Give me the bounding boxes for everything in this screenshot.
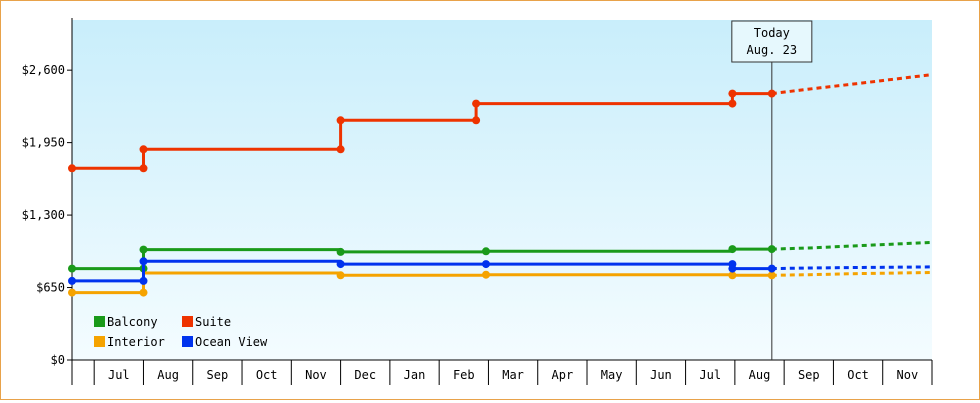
data-point xyxy=(336,247,345,256)
y-tick-label: $0 xyxy=(51,353,65,367)
y-tick-label: $650 xyxy=(36,281,65,295)
today-marker: Today Aug. 23 xyxy=(731,20,813,360)
data-point xyxy=(767,271,776,280)
data-point xyxy=(68,288,76,297)
legend-label-interior: Interior xyxy=(107,335,165,349)
data-point xyxy=(336,145,345,154)
data-point xyxy=(728,271,737,280)
data-point xyxy=(472,116,481,125)
legend: Balcony Suite Interior Ocean View xyxy=(94,315,268,349)
data-point xyxy=(767,89,776,98)
series-line-suite xyxy=(72,92,772,170)
data-point xyxy=(482,247,490,256)
x-tick-label: Jan xyxy=(404,368,426,382)
x-tick-label: Aug xyxy=(157,368,179,382)
data-point xyxy=(482,260,490,269)
data-point xyxy=(68,276,76,285)
x-tick-label: Jun xyxy=(650,368,672,382)
x-tick-label: Jul xyxy=(108,368,130,382)
x-tick-label: Sep xyxy=(798,368,820,382)
legend-label-suite: Suite xyxy=(195,315,231,329)
legend-swatch-suite xyxy=(182,316,193,327)
data-point xyxy=(68,264,76,273)
legend-label-balcony: Balcony xyxy=(107,315,158,329)
data-point xyxy=(336,116,345,125)
forecast-line-suite xyxy=(771,73,933,96)
forecast-line-balcony xyxy=(771,240,933,251)
x-tick-label: Dec xyxy=(354,368,376,382)
data-point xyxy=(139,164,148,173)
x-tick-label: Aug xyxy=(749,368,771,382)
legend-label-ocean-view: Ocean View xyxy=(195,335,268,349)
series-suite xyxy=(68,73,933,173)
x-tick-label: Nov xyxy=(305,368,327,382)
y-tick-label: $1,950 xyxy=(22,136,65,150)
axes: $0 $650 $1,300 $1,950 $2,600 Jul Aug Sep Oct Nov D… xyxy=(22,18,933,385)
data-point xyxy=(728,245,737,254)
data-point xyxy=(482,270,490,279)
x-tick-label: Oct xyxy=(847,368,869,382)
x-tick-label: Feb xyxy=(453,368,475,382)
forecast-line-ocean-view xyxy=(771,265,933,271)
plot-background xyxy=(72,20,932,360)
series xyxy=(68,73,933,297)
data-point xyxy=(139,288,148,297)
legend-swatch-interior xyxy=(94,336,105,347)
legend-swatch-balcony xyxy=(94,316,105,327)
data-point xyxy=(728,89,737,98)
x-tick-label: Nov xyxy=(897,368,919,382)
data-point xyxy=(728,264,737,273)
data-point xyxy=(728,99,737,108)
x-tick-label: Oct xyxy=(256,368,278,382)
today-box xyxy=(731,20,813,63)
x-tick-label: Jul xyxy=(699,368,721,382)
forecast-line-interior xyxy=(771,271,933,277)
data-point xyxy=(139,245,148,254)
data-point xyxy=(139,257,148,266)
series-ocean-view xyxy=(68,257,933,285)
legend-swatch-ocean-view xyxy=(182,336,193,347)
data-point xyxy=(472,99,481,108)
y-tick-label: $2,600 xyxy=(22,63,65,77)
y-tick-label: $1,300 xyxy=(22,208,65,222)
x-tick-label: Apr xyxy=(552,368,574,382)
data-point xyxy=(68,164,76,173)
data-point xyxy=(767,245,776,254)
today-label: Today xyxy=(754,26,790,40)
data-point xyxy=(336,260,345,269)
data-point xyxy=(139,276,148,285)
data-point xyxy=(336,271,345,280)
x-tick-label: Sep xyxy=(207,368,229,382)
data-point xyxy=(767,264,776,273)
x-tick-label: Mar xyxy=(502,368,524,382)
data-point xyxy=(139,145,148,154)
today-date: Aug. 23 xyxy=(747,43,798,57)
x-tick-label: May xyxy=(601,368,623,382)
